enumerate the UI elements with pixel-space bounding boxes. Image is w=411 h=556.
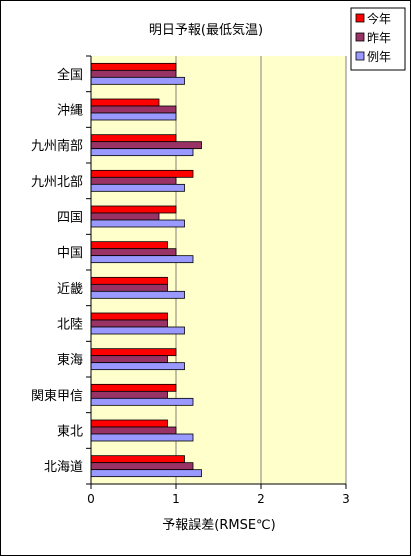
y-tick-label: 関東甲信 <box>31 388 83 404</box>
y-tick-label: 中国 <box>57 246 83 261</box>
y-tick-label: 北海道 <box>44 460 83 475</box>
bar <box>90 205 177 214</box>
chart-title: 明日予報(最低気温) <box>149 22 263 38</box>
bar <box>90 212 160 221</box>
legend-label: 昨年 <box>367 31 391 45</box>
y-tick-label: 全国 <box>57 67 83 83</box>
bar <box>90 276 168 285</box>
bar <box>90 326 185 335</box>
y-tick-label: 近畿 <box>57 282 83 297</box>
y-tick-label: 北陸 <box>57 317 83 333</box>
bar <box>90 112 177 121</box>
x-tick-label: 2 <box>257 492 265 506</box>
bar <box>90 248 177 257</box>
bar <box>90 433 194 442</box>
bar <box>90 419 168 428</box>
bar <box>90 355 168 364</box>
bar <box>90 283 168 292</box>
y-tick-label: 沖縄 <box>57 104 83 119</box>
bar <box>90 183 185 192</box>
y-tick-label: 東北 <box>57 424 83 440</box>
y-tick-label: 四国 <box>57 211 83 226</box>
legend-swatch <box>355 32 365 42</box>
x-tick-label: 0 <box>87 492 95 506</box>
bar <box>90 383 177 392</box>
y-tick-label: 九州南部 <box>31 138 83 154</box>
bar <box>90 219 185 228</box>
bar <box>90 141 202 150</box>
x-tick-label: 1 <box>172 492 180 506</box>
legend-label: 今年 <box>367 11 391 26</box>
y-tick-label: 東海 <box>57 352 83 368</box>
bar <box>90 312 168 321</box>
x-tick-label: 3 <box>342 492 350 506</box>
bar <box>90 169 194 178</box>
bar <box>90 69 177 78</box>
bar <box>90 148 194 157</box>
bar <box>90 62 177 71</box>
x-axis-label: 予報誤差(RMSE℃) <box>162 517 275 533</box>
legend-swatch <box>355 51 365 61</box>
legend-swatch <box>355 13 365 23</box>
plot-background <box>91 56 346 484</box>
y-tick-label: 九州北部 <box>31 175 83 190</box>
bar <box>90 348 177 357</box>
bar <box>90 98 160 107</box>
bar <box>90 241 168 250</box>
bar <box>90 469 202 478</box>
bar <box>90 319 168 328</box>
bar <box>90 76 185 85</box>
bar <box>90 176 177 185</box>
bar <box>90 462 194 471</box>
bar <box>90 105 177 114</box>
bar <box>90 255 194 264</box>
bar <box>90 362 185 371</box>
bar <box>90 390 168 399</box>
bar <box>90 426 177 435</box>
bar <box>90 290 185 299</box>
bar <box>90 397 194 406</box>
bar <box>90 134 177 143</box>
bar <box>90 455 185 464</box>
legend-label: 例年 <box>367 50 391 64</box>
